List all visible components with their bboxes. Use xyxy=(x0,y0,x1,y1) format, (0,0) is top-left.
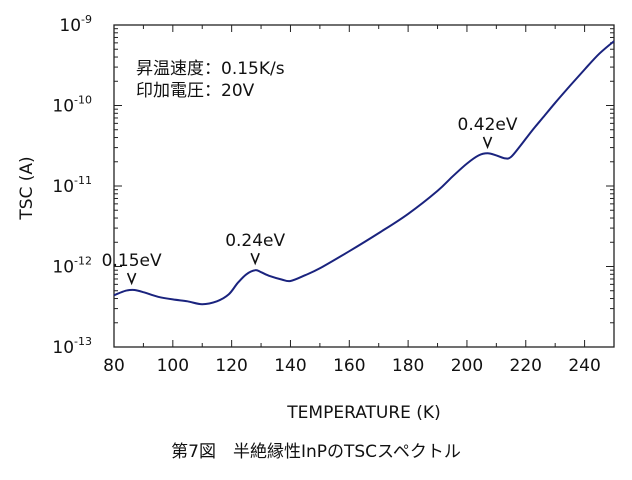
y-tick-label: 10-13 xyxy=(52,335,92,358)
condition-applied-voltage: 印加電圧：20V xyxy=(136,81,255,101)
y-tick-label: 10-12 xyxy=(52,255,92,278)
x-tick-label: 100 xyxy=(157,356,189,376)
annotations: 0.15eV 0.24eV 0.42eV xyxy=(102,115,518,286)
x-tick-label: 240 xyxy=(568,356,600,376)
x-tick-label: 80 xyxy=(103,356,125,376)
tsc-chart: TSC (A) TEMPERATURE (K) 80 100 120 140 160 18… xyxy=(17,13,615,423)
series xyxy=(113,40,615,306)
x-axis-title: TEMPERATURE (K) xyxy=(286,403,440,423)
peak-arrow xyxy=(250,252,260,266)
peak-label: 0.24eV xyxy=(225,231,285,251)
x-tick-label: 120 xyxy=(215,356,247,376)
x-tick-label: 160 xyxy=(333,356,365,376)
ticks: 80 100 120 140 160 180 200 220 240 10-9 10-10 10-11… xyxy=(52,13,615,376)
conditions: 昇温速度：0.15K/s 印加電圧：20V xyxy=(136,59,285,101)
y-tick-label: 10-9 xyxy=(59,13,92,36)
y-tick-label: 10-11 xyxy=(52,174,92,197)
x-tick-label: 180 xyxy=(392,356,424,376)
peak-arrow xyxy=(482,136,493,150)
peak-label: 0.15eV xyxy=(102,251,162,271)
tsc-series-line xyxy=(113,40,615,306)
x-tick-label: 200 xyxy=(451,356,483,376)
y-tick-label: 10-10 xyxy=(52,94,92,117)
peak-arrow xyxy=(126,272,137,286)
peak-label: 0.42eV xyxy=(458,115,518,135)
x-tick-label: 140 xyxy=(274,356,306,376)
condition-heating-rate: 昇温速度：0.15K/s xyxy=(136,59,285,79)
x-tick-label: 220 xyxy=(510,356,542,376)
figure-caption: 第7図 半絶縁性InPのTSCスペクトル xyxy=(171,442,461,462)
y-axis-title: TSC (A) xyxy=(17,156,37,220)
